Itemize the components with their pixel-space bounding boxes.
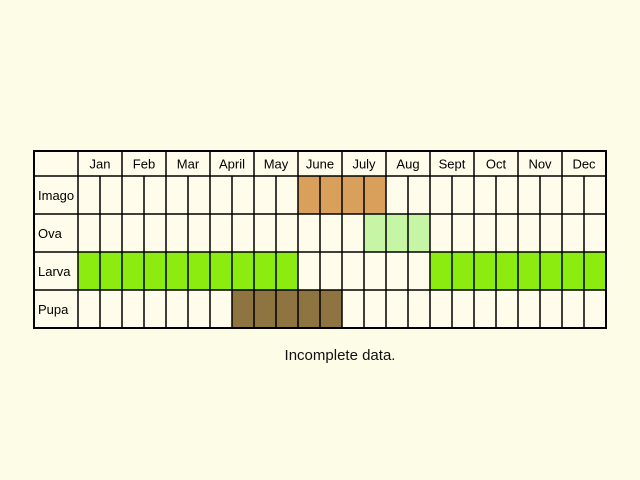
period-ova-1 [364, 214, 430, 252]
period-pupa-1 [232, 290, 342, 328]
month-label-mar: Mar [177, 157, 200, 172]
stage-label-imago: Imago [38, 188, 74, 203]
month-label-june: June [306, 157, 334, 172]
month-label-jan: Jan [90, 157, 111, 172]
month-label-aug: Aug [396, 157, 419, 172]
month-label-oct: Oct [486, 157, 507, 172]
month-label-april: April [219, 157, 245, 172]
grid-border [33, 150, 607, 329]
month-label-july: July [352, 157, 376, 172]
month-label-nov: Nov [528, 157, 552, 172]
month-label-dec: Dec [572, 157, 596, 172]
month-label-may: May [264, 157, 289, 172]
month-label-feb: Feb [133, 157, 155, 172]
stage-label-ova: Ova [38, 226, 63, 241]
stage-label-pupa: Pupa [38, 302, 69, 317]
caption: Incomplete data. [284, 347, 396, 364]
stage-label-larva: Larva [38, 264, 71, 279]
month-label-sept: Sept [439, 157, 466, 172]
